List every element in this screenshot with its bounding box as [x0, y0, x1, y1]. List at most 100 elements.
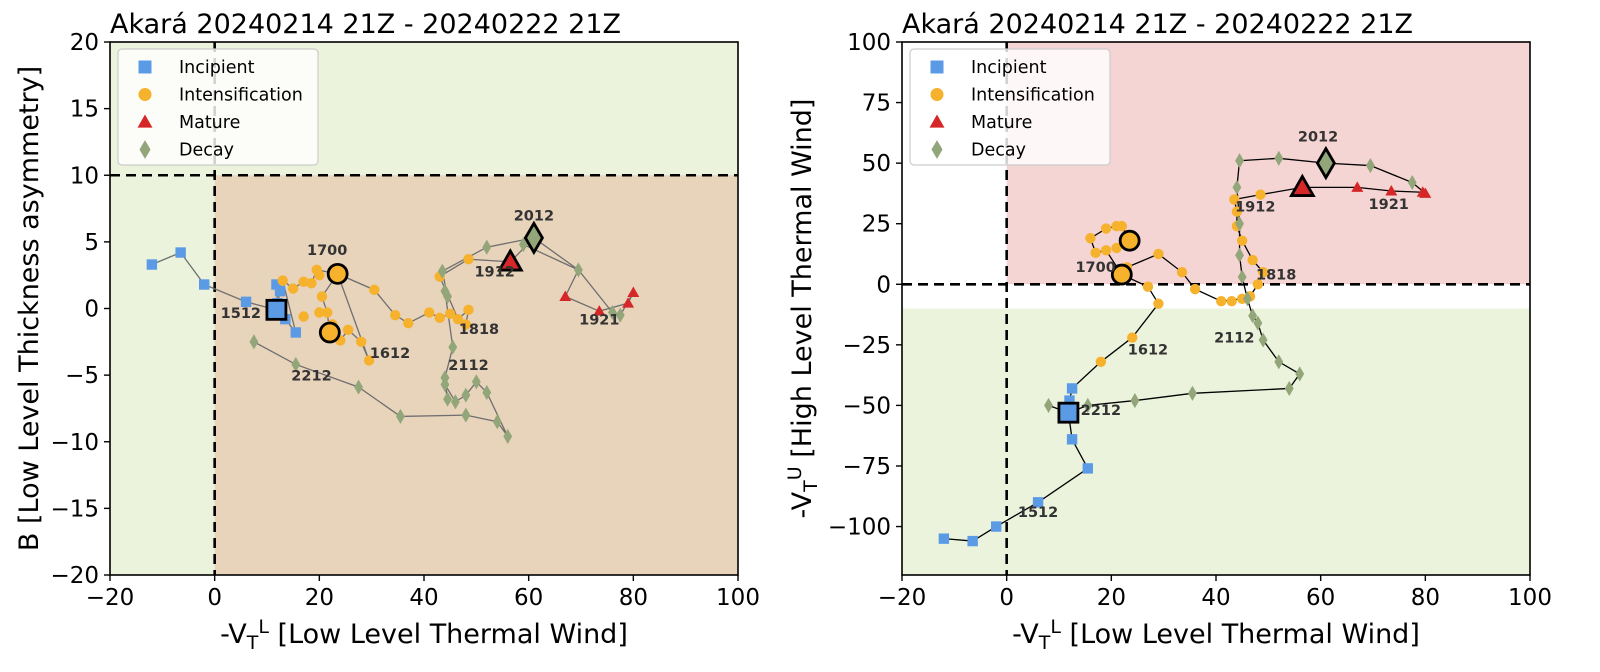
x-tick-label: 80 — [1411, 585, 1440, 611]
legend-label-decay: Decay — [179, 141, 234, 161]
data-point-intensification — [314, 307, 325, 318]
data-point-intensification — [1142, 281, 1154, 292]
data-point-decay — [1242, 291, 1252, 307]
highlight-square — [265, 298, 288, 321]
data-point-intensification — [356, 336, 367, 348]
data-point-mature — [559, 290, 572, 301]
x-tick-label: 80 — [619, 585, 648, 611]
time-annotation: 1512 — [221, 306, 261, 322]
x-tick-label: 100 — [1508, 585, 1552, 611]
time-annotation: 1512 — [1018, 505, 1058, 521]
time-annotation: 1818 — [459, 322, 499, 338]
region-1 — [110, 175, 215, 575]
data-point-intensification — [1257, 266, 1269, 278]
time-annotation: 2212 — [1081, 403, 1121, 419]
data-point-decay — [492, 414, 502, 430]
series-mature — [559, 286, 640, 316]
data-point-decay — [1295, 366, 1305, 382]
chart-b-vs-low-level-thermal-wind: 1700 2012 1912 1512 1818 1921 1612 2112 2212 −20 0… — [14, 9, 760, 654]
legend-marker-decay — [139, 140, 151, 159]
data-point-incipient — [1066, 383, 1078, 394]
legend-box — [117, 48, 319, 166]
series-incipient — [938, 383, 1093, 547]
data-point-decay — [1083, 397, 1093, 413]
data-point-intensification — [1100, 223, 1112, 234]
data-point-decay — [354, 379, 364, 395]
data-point-intensification — [1116, 220, 1128, 232]
legend: Incipient Intensification Mature Decay — [909, 48, 1111, 166]
data-point-intensification — [298, 311, 309, 322]
data-point-incipient — [1032, 497, 1044, 508]
y-tick-label: −5 — [65, 363, 99, 389]
legend-label-intensification: Intensification — [971, 86, 1095, 106]
data-point-incipient — [146, 259, 158, 270]
y-tick-label: 50 — [862, 151, 891, 177]
x-tick-label: −20 — [86, 585, 135, 611]
y-tick-label: −100 — [828, 515, 891, 541]
highlight-diamond — [1315, 145, 1337, 181]
data-point-incipient — [175, 247, 186, 258]
data-point-decay — [1365, 158, 1375, 174]
highlight-diamond — [523, 220, 545, 256]
data-point-decay — [1237, 269, 1247, 285]
legend-marker-mature — [929, 114, 945, 128]
data-point-incipient — [991, 521, 1002, 532]
data-point-intensification — [1127, 332, 1138, 343]
x-tick-label: −20 — [878, 585, 927, 611]
highlight-triangle — [497, 248, 524, 272]
data-point-decay — [291, 356, 301, 373]
data-point-intensification — [1247, 254, 1258, 266]
y-tick-label: 20 — [70, 30, 99, 56]
data-point-incipient — [1064, 395, 1075, 406]
legend-box — [909, 48, 1111, 166]
y-tick-label: −20 — [50, 563, 99, 589]
y-tick-label: −75 — [842, 454, 891, 480]
x-tick-label: 0 — [207, 585, 222, 611]
highlight-circle — [326, 262, 349, 285]
data-point-mature — [627, 286, 640, 297]
data-point-decay — [1274, 150, 1284, 166]
data-point-decay — [1235, 153, 1244, 169]
time-annotation: 2112 — [448, 358, 488, 374]
data-point-intensification — [1229, 194, 1240, 205]
y-tick-label: 25 — [862, 212, 891, 238]
data-point-intensification — [1231, 206, 1243, 217]
data-point-intensification — [434, 312, 445, 324]
data-point-intensification — [1085, 233, 1096, 244]
data-point-intensification — [1252, 279, 1264, 290]
y-tick-label: −50 — [842, 393, 891, 419]
data-point-decay — [249, 334, 259, 350]
data-point-incipient — [938, 533, 950, 544]
data-point-intensification — [390, 309, 401, 321]
data-point-decay — [482, 239, 492, 255]
time-annotation: 1912 — [474, 265, 514, 281]
highlight-square — [1057, 401, 1080, 424]
data-point-decay — [1235, 216, 1244, 232]
legend-label-intensification: Intensification — [179, 86, 303, 106]
data-point-intensification — [287, 283, 299, 294]
highlight-circle — [318, 321, 341, 344]
x-tick-label: 0 — [999, 585, 1014, 611]
highlight-circle — [1110, 263, 1133, 286]
data-point-decay — [440, 283, 450, 299]
data-point-decay — [1253, 315, 1263, 331]
time-annotation: 1612 — [1128, 343, 1168, 359]
data-point-intensification — [1095, 356, 1107, 367]
data-point-intensification — [1153, 248, 1164, 260]
series-mature — [1351, 181, 1432, 198]
legend-label-incipient: Incipient — [971, 58, 1047, 78]
data-point-intensification — [369, 284, 380, 296]
x-axis-label: -VTL [Low Level Thermal Wind] — [1012, 616, 1420, 654]
y-tick-label: −10 — [50, 430, 99, 456]
y-axis-label: -VTU [High Level Thermal Wind] — [784, 99, 822, 519]
data-point-intensification — [314, 269, 325, 281]
chart-title: Akará 20240214 21Z - 20240222 21Z — [110, 9, 621, 40]
legend-label-mature: Mature — [971, 113, 1032, 133]
data-point-mature — [1419, 187, 1432, 198]
data-point-decay — [503, 428, 513, 444]
y-tick-label: 75 — [862, 91, 891, 117]
data-point-intensification — [1236, 235, 1248, 246]
data-point-intensification — [1100, 245, 1112, 256]
data-point-intensification — [1226, 296, 1237, 307]
